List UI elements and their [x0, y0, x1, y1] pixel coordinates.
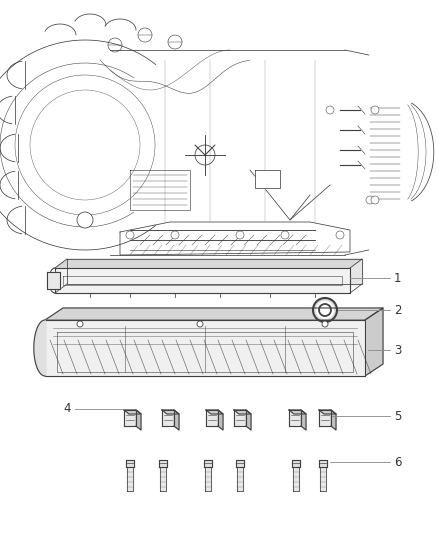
Circle shape: [322, 321, 328, 327]
Polygon shape: [55, 268, 350, 293]
Polygon shape: [246, 410, 251, 430]
Polygon shape: [319, 410, 336, 414]
Text: 2: 2: [394, 303, 402, 317]
Circle shape: [126, 231, 134, 239]
Polygon shape: [127, 467, 133, 491]
Polygon shape: [320, 467, 326, 491]
Polygon shape: [237, 467, 243, 491]
Polygon shape: [124, 410, 141, 414]
Polygon shape: [255, 170, 280, 188]
Circle shape: [77, 321, 83, 327]
Text: 1: 1: [394, 271, 402, 285]
Text: 6: 6: [394, 456, 402, 469]
Polygon shape: [174, 410, 179, 430]
Polygon shape: [289, 410, 301, 426]
Circle shape: [371, 106, 379, 114]
Polygon shape: [47, 272, 60, 289]
Circle shape: [236, 231, 244, 239]
Text: 3: 3: [394, 343, 401, 357]
Polygon shape: [162, 410, 174, 426]
Polygon shape: [205, 467, 211, 491]
Text: 5: 5: [394, 409, 401, 423]
Circle shape: [326, 106, 334, 114]
Polygon shape: [365, 308, 383, 376]
Polygon shape: [160, 467, 166, 491]
Polygon shape: [204, 460, 212, 467]
Polygon shape: [162, 410, 179, 414]
Polygon shape: [218, 410, 223, 430]
Polygon shape: [34, 320, 45, 376]
Polygon shape: [206, 410, 218, 426]
Polygon shape: [301, 410, 306, 430]
Text: 4: 4: [64, 402, 71, 416]
Polygon shape: [55, 259, 362, 268]
Polygon shape: [126, 460, 134, 467]
Polygon shape: [331, 410, 336, 430]
Polygon shape: [234, 410, 246, 426]
Circle shape: [281, 231, 289, 239]
Polygon shape: [124, 410, 136, 426]
Polygon shape: [120, 222, 350, 232]
Circle shape: [366, 196, 374, 204]
Circle shape: [371, 196, 379, 204]
Circle shape: [171, 231, 179, 239]
Polygon shape: [45, 308, 383, 320]
Polygon shape: [159, 460, 167, 467]
Circle shape: [313, 298, 337, 322]
Polygon shape: [293, 467, 299, 491]
Polygon shape: [292, 460, 300, 467]
Polygon shape: [206, 410, 223, 414]
Polygon shape: [236, 460, 244, 467]
Circle shape: [197, 321, 203, 327]
Polygon shape: [45, 320, 365, 376]
Circle shape: [77, 212, 93, 228]
Circle shape: [336, 231, 344, 239]
Polygon shape: [319, 410, 331, 426]
Polygon shape: [234, 410, 251, 414]
Polygon shape: [319, 460, 327, 467]
Polygon shape: [289, 410, 306, 414]
Polygon shape: [136, 410, 141, 430]
Polygon shape: [67, 259, 362, 284]
